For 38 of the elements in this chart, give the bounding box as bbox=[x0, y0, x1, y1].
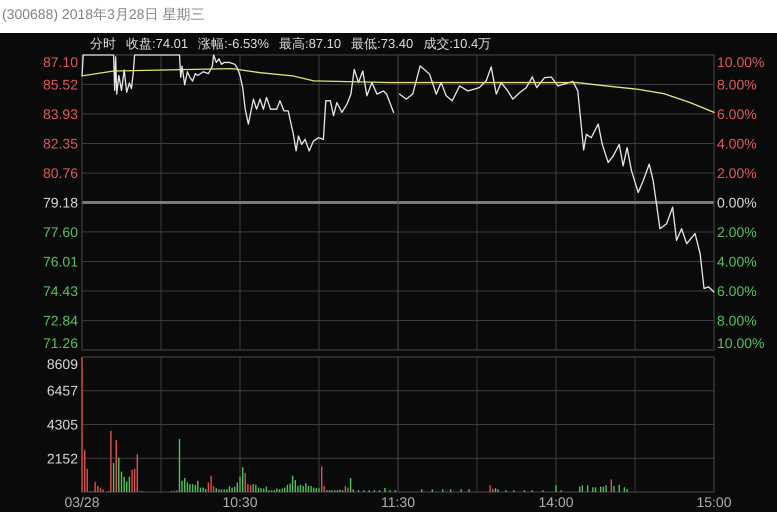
chart-title: (300688) 2018年3月28日 星期三 bbox=[2, 6, 204, 22]
x-tick-label: 14:00 bbox=[538, 494, 574, 510]
text: 收盘:74.01 bbox=[126, 36, 188, 51]
y-tick-label: 72.84 bbox=[42, 312, 78, 329]
y-tick-label: 71.26 bbox=[42, 335, 78, 351]
y-tick-label: 2152 bbox=[46, 450, 78, 466]
y-tick-label: 4305 bbox=[46, 416, 78, 432]
y2-tick-label: 10.00% bbox=[717, 335, 764, 351]
x-tick-label: 03/28 bbox=[64, 494, 100, 510]
y2-tick-label: 10.00% bbox=[717, 54, 764, 70]
x-tick-label: 15:00 bbox=[696, 494, 732, 510]
y-tick-label: 76.01 bbox=[42, 254, 78, 270]
x-tick-label: 11:30 bbox=[381, 494, 416, 510]
y-tick-label: 80.76 bbox=[42, 165, 78, 182]
y-tick-label: 83.93 bbox=[42, 106, 78, 122]
y-tick-label: 74.43 bbox=[42, 282, 78, 299]
y-tick-label: 79.18 bbox=[42, 194, 78, 210]
y-tick-label: 6457 bbox=[46, 382, 78, 399]
text: 成交:10.4万 bbox=[423, 36, 492, 51]
y-tick-label: 8609 bbox=[46, 356, 78, 372]
y-tick-label: 82.35 bbox=[42, 135, 78, 152]
y-tick-label: 85.52 bbox=[42, 76, 78, 92]
y2-tick-label: 4.00% bbox=[717, 136, 757, 152]
y2-tick-label: 6.00% bbox=[717, 106, 757, 122]
x-tick-label: 10:30 bbox=[222, 494, 258, 510]
y2-tick-label: 0.00% bbox=[717, 194, 757, 210]
y2-tick-label: 4.00% bbox=[717, 254, 757, 270]
y2-tick-label: 2.00% bbox=[717, 224, 757, 240]
y2-tick-label: 8.00% bbox=[717, 76, 757, 92]
text: 最高:87.10 bbox=[278, 36, 342, 51]
y2-tick-label: 2.00% bbox=[717, 165, 757, 181]
y2-tick-label: 8.00% bbox=[717, 312, 757, 328]
y-tick-label: 77.60 bbox=[42, 224, 78, 240]
text: 最低:73.40 bbox=[351, 36, 414, 51]
text: 分时 bbox=[90, 36, 116, 51]
text: 涨幅:-6.53% bbox=[198, 36, 270, 51]
y-tick-label: 87.10 bbox=[42, 54, 78, 70]
y2-tick-label: 6.00% bbox=[717, 283, 757, 299]
